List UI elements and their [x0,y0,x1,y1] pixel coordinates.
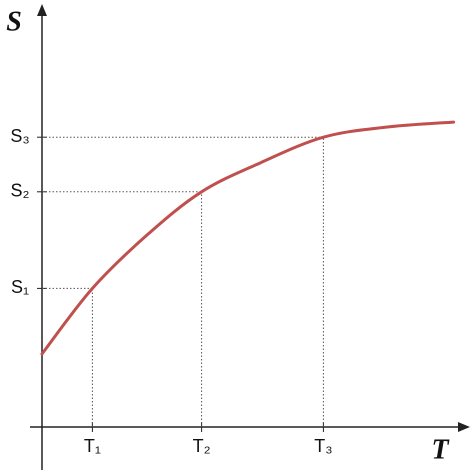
x-axis-arrow [458,422,470,432]
y-axis-title: S [6,6,22,37]
x-axis-title: T [431,434,450,465]
x-tick-label: T₂ [193,436,211,456]
y-tick-label: S₁ [11,277,29,297]
curve [40,120,456,356]
y-tick-label: S₂ [11,181,30,201]
x-tick-label: T₁ [84,436,101,456]
y-axis-arrow [37,4,47,16]
y-tick-label: S₃ [10,126,29,146]
x-tick-label: T₃ [314,436,332,456]
